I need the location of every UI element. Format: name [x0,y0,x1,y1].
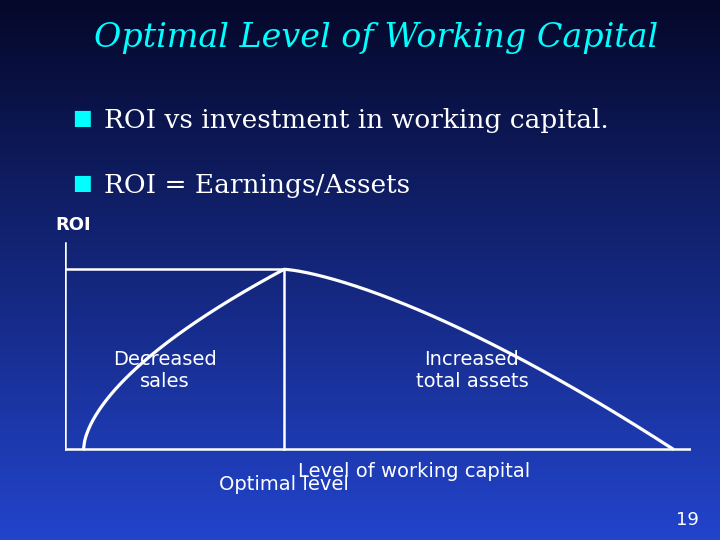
Text: ROI: ROI [55,216,91,234]
Text: Optimal level: Optimal level [219,475,349,494]
Text: Increased
total assets: Increased total assets [415,350,528,391]
Text: ■: ■ [72,108,91,128]
Text: Level of working capital: Level of working capital [297,462,530,481]
Text: ROI vs investment in working capital.: ROI vs investment in working capital. [104,108,609,133]
Text: 19: 19 [675,511,698,529]
Text: Optimal Level of Working Capital: Optimal Level of Working Capital [94,22,658,53]
Text: ROI = Earnings/Assets: ROI = Earnings/Assets [104,173,410,198]
Text: Decreased
sales: Decreased sales [113,350,217,391]
Text: ■: ■ [72,173,91,193]
